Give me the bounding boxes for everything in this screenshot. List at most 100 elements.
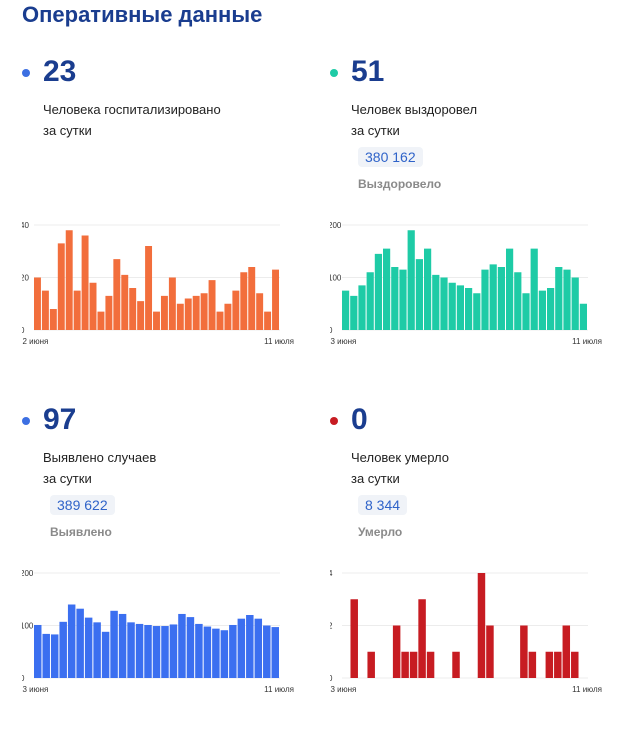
bar: [118, 613, 127, 678]
bar: [547, 288, 555, 330]
bar: [89, 282, 97, 330]
bar: [256, 293, 264, 330]
bar: [34, 624, 42, 678]
recovered-total-label: Выздоровело: [358, 177, 442, 191]
bar: [144, 624, 152, 678]
bar: [237, 618, 246, 678]
bar: [127, 622, 135, 678]
bar: [367, 651, 375, 678]
caption-line: за сутки: [351, 471, 400, 486]
bar: [528, 651, 537, 678]
bar: [248, 267, 256, 330]
bar: [34, 277, 41, 330]
bar: [481, 269, 489, 330]
caption-line: Выявлено случаев: [43, 450, 157, 465]
bar: [220, 630, 229, 678]
recovered-chart: 0 100 200 13 июня 11 июля: [330, 221, 602, 346]
bar: [121, 274, 129, 330]
bar: [401, 651, 409, 678]
recovered-caption: Человек выздоровел за сутки: [351, 99, 477, 141]
bar: [229, 624, 237, 678]
detected-panel: 97 Выявлено случаев за сутки 389 622 Выя…: [22, 403, 312, 748]
bar: [178, 613, 186, 678]
bar: [195, 623, 203, 678]
bar: [153, 311, 160, 330]
y-tick-label: 0: [22, 326, 25, 335]
bar: [579, 303, 587, 330]
recovered-panel: 51 Человек выздоровел за сутки 380 162 В…: [330, 55, 620, 400]
bar: [110, 610, 118, 678]
bar: [184, 298, 192, 330]
bar: [59, 621, 67, 678]
bar: [465, 288, 473, 330]
bar: [254, 618, 263, 678]
y-tick-label: 200: [22, 569, 34, 578]
y-tick-label: 200: [330, 221, 342, 230]
bar: [555, 267, 563, 330]
x-tick-label: 13 июня: [330, 337, 356, 346]
bar: [271, 627, 279, 678]
bar: [571, 651, 579, 678]
deaths-count: 0: [351, 403, 368, 436]
bar: [93, 622, 101, 678]
y-tick-label: 20: [22, 274, 29, 283]
bar: [169, 624, 178, 678]
detected-total-label: Выявлено: [50, 525, 112, 539]
deaths-panel: 0 Человек умерло за сутки 8 344 Умерло 0…: [330, 403, 620, 748]
bar: [272, 269, 279, 330]
y-tick-label: 0: [22, 674, 25, 683]
bar: [67, 604, 76, 678]
caption-line: Человека госпитализировано: [43, 102, 221, 117]
bar: [350, 599, 358, 678]
y-tick-label: 100: [22, 622, 34, 631]
x-tick-label: 11 июля: [264, 337, 294, 346]
bar: [192, 295, 200, 330]
caption-line: за сутки: [43, 123, 92, 138]
bar: [392, 625, 401, 678]
bar: [216, 311, 224, 330]
bar: [105, 295, 113, 330]
bar: [554, 651, 562, 678]
bar: [135, 623, 144, 678]
bar: [563, 269, 571, 330]
detected-caption: Выявлено случаев за сутки: [43, 447, 156, 489]
bar: [506, 248, 514, 330]
bar: [514, 272, 522, 330]
bar: [212, 628, 220, 678]
x-tick-label: 11 июля: [572, 685, 602, 694]
detected-count: 97: [43, 403, 77, 436]
bar: [49, 309, 57, 330]
bar: [522, 293, 530, 330]
x-tick-label: 13 июня: [330, 685, 356, 694]
bar: [168, 277, 176, 330]
bar: [200, 293, 208, 330]
bar: [101, 631, 110, 678]
bar: [232, 290, 240, 330]
bar: [530, 248, 538, 330]
bar: [399, 269, 407, 330]
bar: [520, 625, 528, 678]
bullet-dot: [22, 417, 30, 425]
bar: [246, 615, 254, 678]
detected-chart: 0 100 200 13 июня 11 июля: [22, 569, 294, 694]
bar: [409, 651, 418, 678]
bar: [76, 608, 84, 678]
bar: [415, 259, 423, 330]
bar: [50, 634, 59, 678]
hospitalized-count: 23: [43, 55, 77, 88]
bar: [42, 633, 50, 678]
x-tick-label: 12 июня: [22, 337, 48, 346]
caption-line: за сутки: [43, 471, 92, 486]
bar: [456, 285, 464, 330]
bar: [84, 617, 93, 678]
bar: [160, 295, 168, 330]
bar: [224, 303, 232, 330]
bar: [407, 230, 415, 330]
y-tick-label: 0: [330, 674, 333, 683]
y-tick-label: 2: [330, 622, 333, 631]
bar: [186, 617, 195, 678]
bullet-dot: [330, 417, 338, 425]
bar: [497, 267, 505, 330]
deaths-total-label: Умерло: [358, 525, 403, 539]
page-title: Оперативные данные: [22, 2, 263, 27]
